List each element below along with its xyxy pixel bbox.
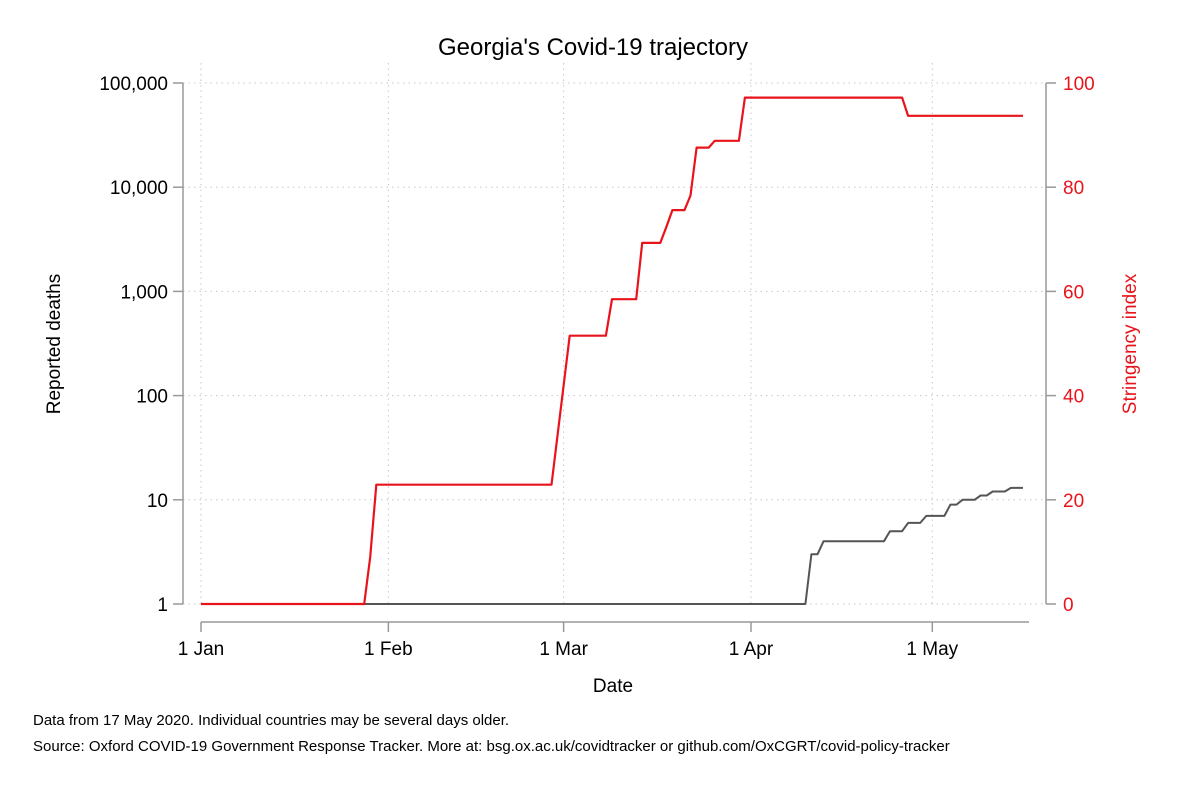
- chart-title: Georgia's Covid-19 trajectory: [438, 34, 748, 61]
- left-tick-label: 10,000: [110, 178, 168, 199]
- axes: 1 10 100 1,000 10,000 100,000 0 20 40 60 80 100 1 Ja…: [99, 74, 1094, 660]
- right-tick-label: 60: [1063, 282, 1084, 303]
- x-tick-label: 1 Apr: [729, 639, 774, 660]
- x-axis-label: Date: [593, 676, 633, 697]
- left-tick-label: 100: [136, 387, 168, 408]
- right-tick-label: 20: [1063, 491, 1084, 512]
- left-tick-label: 100,000: [99, 74, 168, 95]
- left-axis-label: Reported deaths: [44, 274, 65, 415]
- stringency-series-line: [201, 96, 1023, 606]
- right-axis-label: Stringency index: [1120, 273, 1141, 414]
- left-tick-label: 1: [157, 595, 168, 616]
- series-layer: [201, 96, 1023, 606]
- footnote-source: Source: Oxford COVID-19 Government Respo…: [33, 738, 950, 755]
- left-tick-label: 10: [147, 491, 168, 512]
- footnote-data-date: Data from 17 May 2020. Individual countr…: [33, 712, 510, 729]
- right-tick-label: 0: [1063, 595, 1074, 616]
- x-tick-label: 1 Feb: [364, 639, 413, 660]
- left-tick-label: 1,000: [120, 282, 168, 303]
- x-tick-label: 1 Jan: [178, 639, 224, 660]
- x-tick-label: 1 May: [906, 639, 958, 660]
- right-tick-label: 40: [1063, 387, 1084, 408]
- right-tick-label: 100: [1063, 74, 1095, 95]
- right-tick-label: 80: [1063, 178, 1084, 199]
- x-tick-label: 1 Mar: [539, 639, 588, 660]
- deaths-series-line: [201, 486, 1023, 605]
